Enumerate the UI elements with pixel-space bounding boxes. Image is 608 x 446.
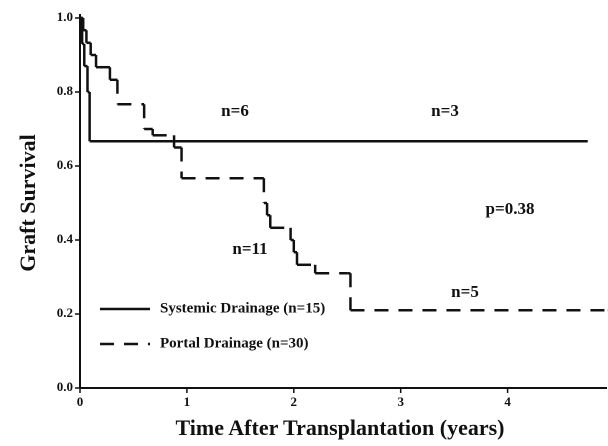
y-tick-label: 1.0 [57, 9, 73, 24]
legend-label: Portal Drainage (n=30) [160, 335, 309, 351]
y-axis-label: Graft Survival [15, 134, 40, 272]
x-tick-label: 2 [291, 394, 298, 409]
y-tick-label: 0.0 [57, 379, 73, 394]
x-tick-label: 3 [397, 394, 404, 409]
legend-label: Systemic Drainage (n=15) [160, 300, 325, 316]
annotation: n=3 [431, 101, 459, 120]
y-tick-label: 0.8 [57, 83, 74, 98]
annotation: p=0.38 [486, 199, 535, 218]
x-tick-label: 0 [77, 394, 84, 409]
x-tick-label: 1 [184, 394, 191, 409]
x-axis-label: Time After Transplantation (years) [176, 415, 505, 440]
y-tick-label: 0.2 [57, 305, 73, 320]
annotation: n=6 [221, 101, 249, 120]
y-tick-label: 0.6 [57, 157, 74, 172]
annotation: n=11 [232, 239, 267, 258]
annotation: n=5 [451, 282, 479, 301]
x-tick-label: 4 [504, 394, 511, 409]
y-tick-label: 0.4 [57, 231, 74, 246]
